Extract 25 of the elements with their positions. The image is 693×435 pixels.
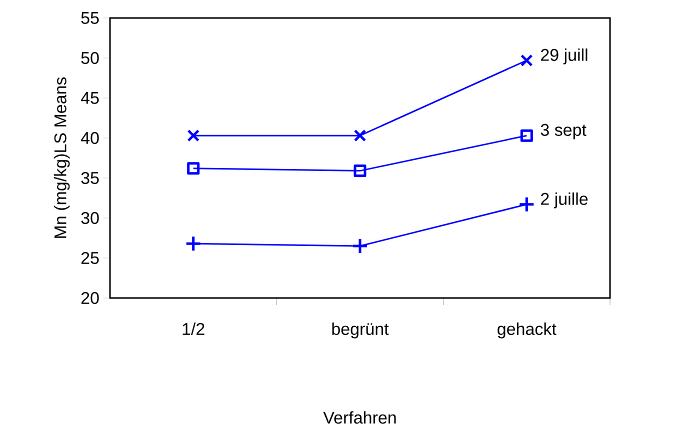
y-tick-label: 35: [81, 172, 99, 184]
x-tick-label: begrünt: [332, 322, 389, 338]
series-label: 3 sept: [540, 124, 586, 140]
y-tick-label: 30: [81, 212, 99, 224]
y-tick-label: 40: [80, 132, 99, 144]
y-tick-label: 55: [81, 12, 99, 24]
series-label: 2 juille: [541, 192, 588, 208]
point: [187, 162, 200, 175]
x-tick-label: 1/2: [182, 322, 204, 336]
y-axis-title: Mn (mg/kg)LS Means: [54, 77, 70, 238]
point: [352, 238, 368, 254]
point: [520, 54, 533, 67]
point: [185, 235, 202, 252]
point: [520, 129, 533, 142]
y-tick-label: 50: [81, 52, 99, 64]
point: [354, 129, 366, 142]
point: [187, 129, 200, 142]
y-tick-label: 20: [81, 292, 99, 304]
series-label: 29 juill: [541, 48, 588, 64]
point: [354, 164, 366, 178]
y-tick-label: 25: [81, 252, 99, 264]
point: [518, 196, 535, 213]
x-tick-label: gehackt: [498, 322, 556, 338]
x-axis-title: Verfahren: [323, 411, 396, 424]
y-tick-label: 45: [80, 92, 99, 104]
